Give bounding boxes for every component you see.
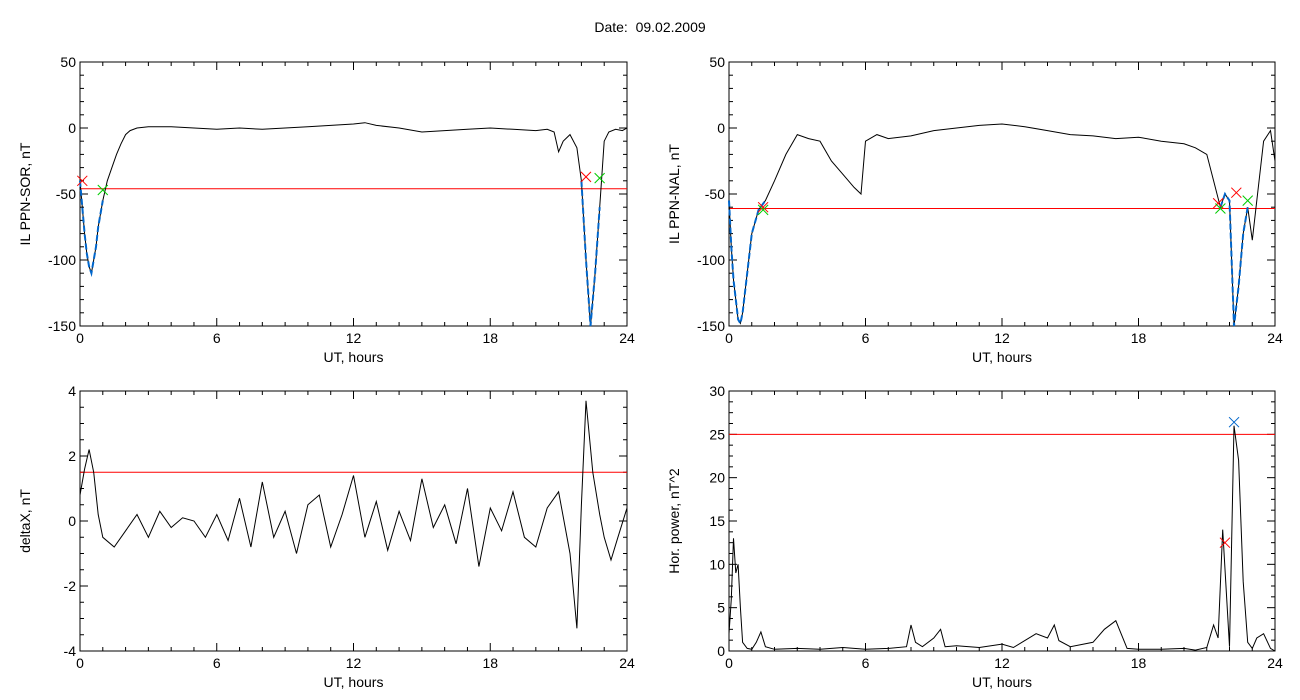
series-line bbox=[79, 122, 628, 327]
plot-frame bbox=[79, 61, 628, 327]
y-tick-label: 5 bbox=[717, 600, 725, 616]
y-tick-label: 0 bbox=[68, 513, 76, 529]
x-tick-label: 24 bbox=[619, 330, 635, 346]
x-tick-label: 6 bbox=[213, 330, 221, 346]
x-tick-label: 12 bbox=[346, 655, 362, 671]
y-tick-label: -150 bbox=[697, 318, 725, 334]
y-tick-label: -50 bbox=[56, 186, 76, 202]
event-marker bbox=[757, 204, 769, 216]
x-tick-label: 24 bbox=[1267, 655, 1283, 671]
y-tick-label: 30 bbox=[709, 383, 725, 399]
y-tick-label: 0 bbox=[68, 120, 76, 136]
event-marker bbox=[1230, 187, 1242, 199]
y-tick-label: 20 bbox=[709, 470, 725, 486]
event-marker bbox=[1219, 537, 1231, 549]
event-marker bbox=[1215, 203, 1226, 214]
x-tick-label: 12 bbox=[994, 330, 1010, 346]
event-highlight bbox=[728, 200, 767, 327]
event-highlight bbox=[1219, 191, 1249, 327]
y-tick-label: 25 bbox=[709, 426, 725, 442]
x-tick-label: 0 bbox=[725, 655, 733, 671]
y-tick-label: -2 bbox=[64, 578, 77, 594]
x-tick-label: 0 bbox=[76, 330, 84, 346]
y-axis-label: IL PPN-NAL, nT bbox=[666, 144, 682, 244]
y-tick-label: -50 bbox=[705, 186, 725, 202]
y-tick-label: 50 bbox=[60, 54, 76, 70]
x-axis-label: UT, hours bbox=[324, 349, 384, 365]
series-line bbox=[728, 425, 1276, 652]
x-tick-label: 0 bbox=[76, 655, 84, 671]
chart-il-ppn-sor: 0 6 12 18 24 -150 -100 -50 0 50 UT, hours IL PPN-SO… bbox=[17, 54, 635, 365]
plot-frame bbox=[79, 390, 628, 652]
y-tick-label: 50 bbox=[709, 54, 725, 70]
y-tick-label: -100 bbox=[48, 252, 76, 268]
event-marker bbox=[1212, 197, 1224, 209]
x-axis-label: UT, hours bbox=[972, 349, 1032, 365]
x-tick-label: 18 bbox=[1131, 655, 1147, 671]
event-marker bbox=[1228, 416, 1240, 428]
event-highlight bbox=[79, 180, 104, 278]
plot-frame bbox=[728, 61, 1276, 327]
series-line bbox=[79, 400, 628, 629]
x-tick-label: 6 bbox=[862, 655, 870, 671]
event-marker bbox=[76, 175, 88, 187]
x-tick-label: 18 bbox=[482, 330, 498, 346]
y-axis-label: IL PPN-SOR, nT bbox=[17, 142, 33, 245]
page-title: Date: 09.02.2009 bbox=[594, 19, 706, 35]
chart-hor-power: 0 6 12 18 24 0 5 10 15 20 25 30 UT, hours Hor. power,… bbox=[666, 383, 1283, 690]
y-tick-label: -100 bbox=[697, 252, 725, 268]
x-tick-label: 18 bbox=[482, 655, 498, 671]
y-tick-label: 2 bbox=[68, 448, 76, 464]
y-tick-label: 4 bbox=[68, 383, 76, 399]
x-axis-label: UT, hours bbox=[324, 674, 384, 690]
x-tick-label: 24 bbox=[1267, 330, 1283, 346]
y-tick-label: 0 bbox=[717, 120, 725, 136]
x-tick-label: 18 bbox=[1131, 330, 1147, 346]
x-tick-label: 6 bbox=[213, 655, 221, 671]
x-tick-label: 24 bbox=[619, 655, 635, 671]
y-tick-label: -150 bbox=[48, 318, 76, 334]
event-marker bbox=[757, 201, 769, 213]
x-tick-label: 6 bbox=[862, 330, 870, 346]
y-tick-label: 15 bbox=[709, 513, 725, 529]
y-axis-label: Hor. power, nT^2 bbox=[666, 468, 682, 574]
chart-il-ppn-nal: 0 6 12 18 24 -150 -100 -50 0 50 UT, hours IL PPN-NA… bbox=[666, 54, 1283, 365]
series-line bbox=[728, 123, 1276, 327]
y-tick-label: -4 bbox=[64, 643, 77, 659]
y-tick-label: 0 bbox=[717, 643, 725, 659]
event-marker bbox=[1242, 195, 1254, 206]
x-tick-label: 12 bbox=[346, 330, 362, 346]
event-marker bbox=[97, 184, 109, 196]
x-axis-label: UT, hours bbox=[972, 674, 1032, 690]
y-axis-label: deltaX, nT bbox=[17, 489, 33, 553]
x-tick-label: 0 bbox=[725, 330, 733, 346]
event-highlight bbox=[580, 180, 601, 327]
event-marker bbox=[580, 171, 592, 183]
y-tick-label: 10 bbox=[709, 556, 725, 572]
event-marker bbox=[594, 172, 606, 184]
plot-frame bbox=[728, 390, 1276, 652]
x-tick-label: 12 bbox=[994, 655, 1010, 671]
